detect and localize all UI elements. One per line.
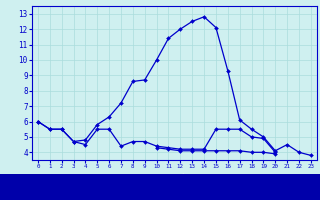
X-axis label: Graphe des températures (°C): Graphe des températures (°C) — [99, 173, 250, 183]
